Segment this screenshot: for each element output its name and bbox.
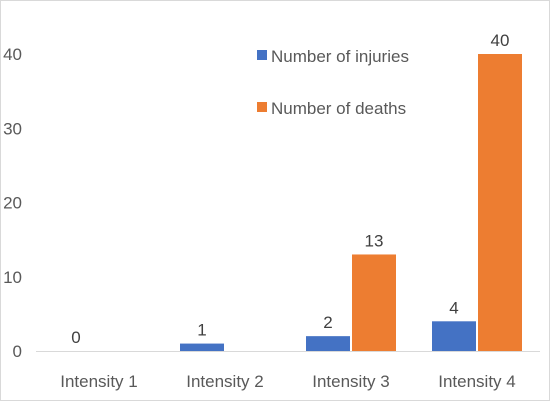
bars xyxy=(180,54,522,351)
bar-injuries xyxy=(306,336,350,351)
data-labels: 0 1 2 13 4 40 xyxy=(71,31,509,347)
x-axis-tick-labels: Intensity 1 Intensity 2 Intensity 3 Intensi… xyxy=(60,372,516,391)
y-axis-tick-labels: 0 10 20 30 40 xyxy=(3,45,22,361)
legend-item-injuries: Number of injuries xyxy=(257,47,409,66)
legend: Number of injuries Number of deaths xyxy=(257,47,409,118)
legend-label-deaths: Number of deaths xyxy=(271,99,406,118)
x-tick-label: Intensity 3 xyxy=(312,372,390,391)
x-tick-label: Intensity 1 xyxy=(60,372,138,391)
x-tick-label: Intensity 2 xyxy=(186,372,264,391)
legend-label-injuries: Number of injuries xyxy=(271,47,409,66)
data-label: 1 xyxy=(197,321,206,340)
y-tick-label: 40 xyxy=(3,45,22,64)
bar-injuries xyxy=(180,343,224,351)
y-tick-label: 0 xyxy=(13,342,22,361)
legend-swatch-deaths xyxy=(257,102,267,112)
data-label: 2 xyxy=(323,313,332,332)
bar-deaths xyxy=(478,54,522,351)
legend-swatch-injuries xyxy=(257,50,267,60)
x-tick-label: Intensity 4 xyxy=(438,372,516,391)
y-tick-label: 10 xyxy=(3,268,22,287)
bar-deaths xyxy=(352,254,396,351)
y-tick-label: 30 xyxy=(3,119,22,138)
y-tick-label: 20 xyxy=(3,194,22,213)
legend-item-deaths: Number of deaths xyxy=(257,99,406,118)
data-label: 0 xyxy=(71,328,80,347)
data-label: 4 xyxy=(449,298,458,317)
data-label: 13 xyxy=(365,231,384,250)
data-label: 40 xyxy=(491,31,510,50)
bar-injuries xyxy=(432,321,476,351)
